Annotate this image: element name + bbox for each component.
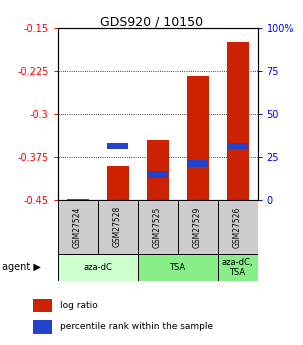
- FancyBboxPatch shape: [58, 254, 138, 281]
- FancyBboxPatch shape: [98, 200, 138, 254]
- Bar: [33, 299, 52, 312]
- Bar: [67, 199, 88, 200]
- Text: log ratio: log ratio: [60, 301, 97, 310]
- Bar: [187, 77, 208, 200]
- FancyBboxPatch shape: [138, 254, 218, 281]
- Bar: [227, 142, 248, 149]
- FancyBboxPatch shape: [218, 254, 258, 281]
- Text: GSM27529: GSM27529: [193, 206, 202, 247]
- Text: GSM27526: GSM27526: [233, 206, 242, 247]
- Bar: [147, 171, 168, 178]
- FancyBboxPatch shape: [218, 200, 258, 254]
- Text: GSM27524: GSM27524: [73, 206, 82, 247]
- Text: TSA: TSA: [169, 263, 186, 272]
- Text: GDS920 / 10150: GDS920 / 10150: [100, 16, 203, 29]
- FancyBboxPatch shape: [178, 200, 218, 254]
- FancyBboxPatch shape: [138, 200, 178, 254]
- Text: aza-dC: aza-dC: [83, 263, 112, 272]
- Text: percentile rank within the sample: percentile rank within the sample: [60, 322, 213, 332]
- Bar: [227, 42, 248, 200]
- Text: GSM27528: GSM27528: [113, 206, 122, 247]
- Text: GSM27525: GSM27525: [153, 206, 162, 247]
- FancyBboxPatch shape: [58, 200, 98, 254]
- Bar: [147, 140, 168, 200]
- Bar: [187, 160, 208, 167]
- Bar: [107, 142, 128, 149]
- Text: aza-dC,
TSA: aza-dC, TSA: [222, 258, 253, 277]
- Text: agent ▶: agent ▶: [2, 263, 40, 272]
- Bar: [107, 166, 128, 200]
- Bar: [33, 320, 52, 334]
